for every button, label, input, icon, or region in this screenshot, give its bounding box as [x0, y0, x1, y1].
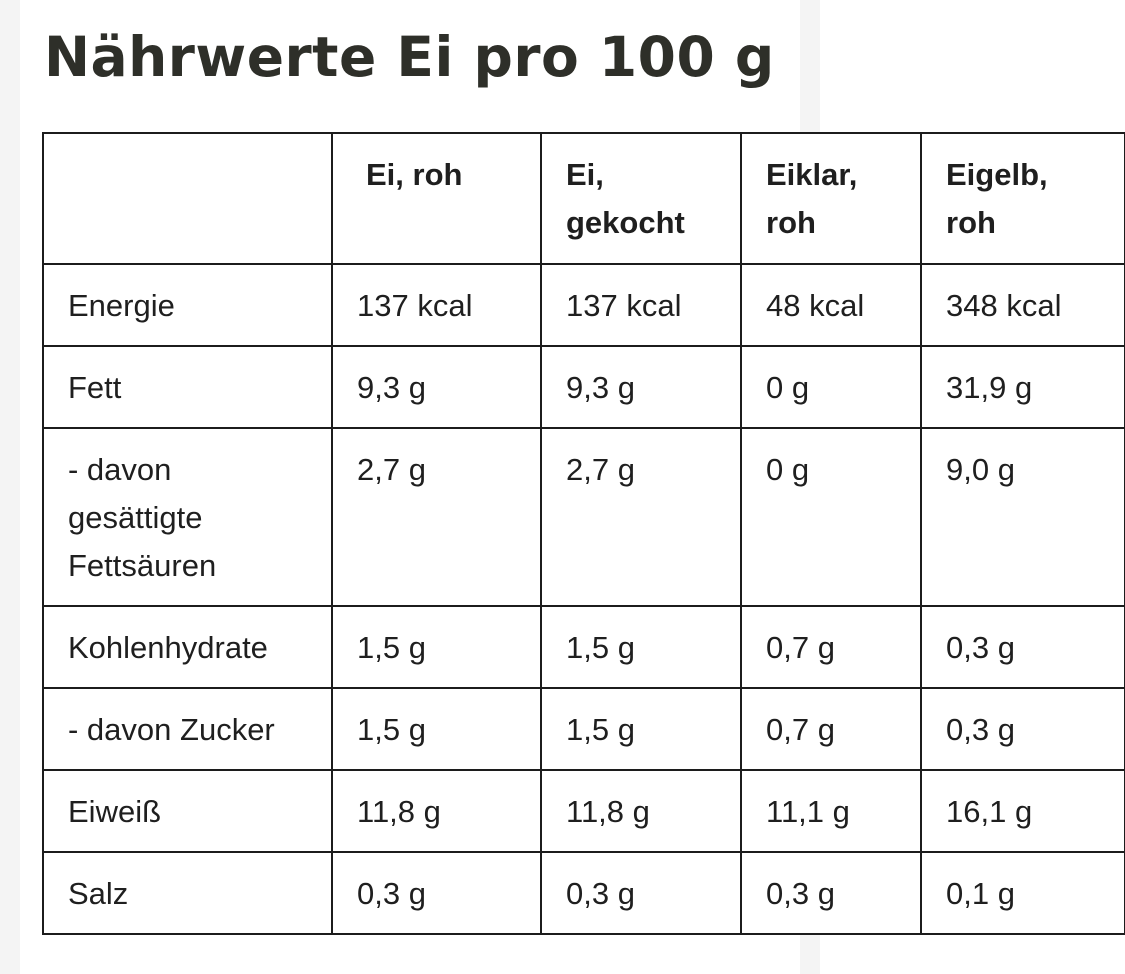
table-cell: 9,3 g: [540, 345, 742, 429]
table-cell: 9,3 g: [331, 345, 542, 429]
column-header-ei-gekocht: Ei, gekocht: [540, 132, 742, 265]
table-cell: 11,8 g: [331, 769, 542, 853]
page-title: Nährwerte Ei pro 100 g: [44, 25, 775, 89]
row-label: Eiweiß: [42, 769, 333, 853]
table-cell: 11,1 g: [740, 769, 922, 853]
row-label: Fett: [42, 345, 333, 429]
table-cell: 1,5 g: [331, 687, 542, 771]
table-cell: 0,1 g: [920, 851, 1125, 935]
table-cell: 348 kcal: [920, 263, 1125, 347]
table-row: Fett 9,3 g 9,3 g 0 g 31,9 g: [42, 345, 1125, 429]
row-label: Kohlenhydrate: [42, 605, 333, 689]
table-cell: 0 g: [740, 427, 922, 607]
table-cell: 16,1 g: [920, 769, 1125, 853]
table-row: Eiweiß 11,8 g 11,8 g 11,1 g 16,1 g: [42, 769, 1125, 853]
column-header-empty: [42, 132, 333, 265]
table-cell: 0,3 g: [920, 687, 1125, 771]
table-cell: 1,5 g: [331, 605, 542, 689]
row-label: Salz: [42, 851, 333, 935]
table-cell: 9,0 g: [920, 427, 1125, 607]
nutrition-table: Ei, roh Ei, gekocht Eiklar, roh Eigelb, …: [42, 132, 1125, 935]
table-row: Energie 137 kcal 137 kcal 48 kcal 348 kc…: [42, 263, 1125, 347]
table-cell: 0,3 g: [740, 851, 922, 935]
table-row: Kohlenhydrate 1,5 g 1,5 g 0,7 g 0,3 g: [42, 605, 1125, 689]
table-cell: 1,5 g: [540, 687, 742, 771]
row-label: Energie: [42, 263, 333, 347]
table-cell: 0,7 g: [740, 687, 922, 771]
table-row: - davon Zucker 1,5 g 1,5 g 0,7 g 0,3 g: [42, 687, 1125, 771]
table-cell: 137 kcal: [331, 263, 542, 347]
column-header-ei-roh: Ei, roh: [331, 132, 542, 265]
table-row: Salz 0,3 g 0,3 g 0,3 g 0,1 g: [42, 851, 1125, 935]
column-header-eigelb-roh: Eigelb, roh: [920, 132, 1125, 265]
table-cell: 137 kcal: [540, 263, 742, 347]
table-cell: 0,3 g: [331, 851, 542, 935]
table-cell: 48 kcal: [740, 263, 922, 347]
table-cell: 31,9 g: [920, 345, 1125, 429]
table-cell: 0,3 g: [540, 851, 742, 935]
table-cell: 2,7 g: [540, 427, 742, 607]
table-cell: 2,7 g: [331, 427, 542, 607]
table-cell: 0,7 g: [740, 605, 922, 689]
table-cell: 1,5 g: [540, 605, 742, 689]
table-cell: 0 g: [740, 345, 922, 429]
table-header-row: Ei, roh Ei, gekocht Eiklar, roh Eigelb, …: [42, 132, 1125, 265]
column-header-eiklar-roh: Eiklar, roh: [740, 132, 922, 265]
table-row: - davon gesättigte Fettsäuren 2,7 g 2,7 …: [42, 427, 1125, 607]
table-cell: 11,8 g: [540, 769, 742, 853]
row-label: - davon gesättigte Fettsäuren: [42, 427, 333, 607]
table-cell: 0,3 g: [920, 605, 1125, 689]
row-label: - davon Zucker: [42, 687, 333, 771]
